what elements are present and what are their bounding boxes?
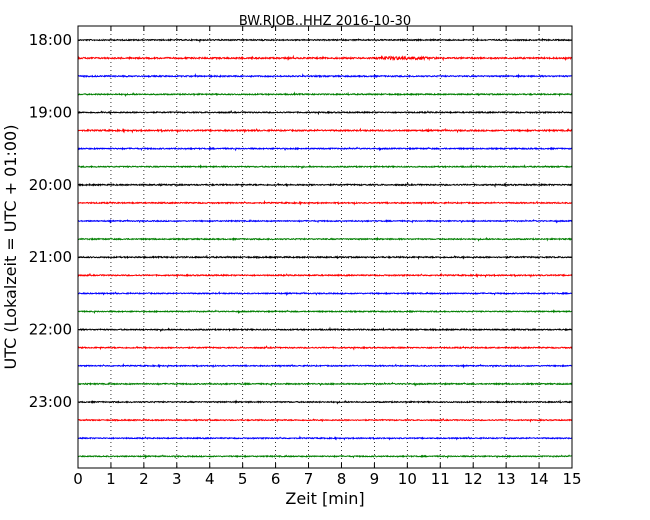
y-tick-label: 19:00 (29, 103, 72, 121)
trace-2315 (77, 417, 573, 423)
x-tick-label: 11 (431, 470, 450, 488)
trace-2045 (77, 236, 573, 242)
x-axis-label: Zeit [min] (285, 489, 364, 508)
trace-2000 (77, 182, 573, 188)
trace-2115 (77, 272, 573, 279)
y-axis-label: UTC (Lokalzeit = UTC + 01:00) (1, 125, 20, 370)
trace-2145 (77, 309, 573, 315)
x-tick-label: 1 (106, 470, 116, 488)
vertical-gridlines (110, 26, 540, 468)
x-tick-label: 12 (464, 470, 483, 488)
x-tick-label: 3 (172, 470, 182, 488)
y-axis-ticks: 18:00 19:00 20:00 21:00 22:00 23:00 (29, 31, 572, 411)
x-tick-label: 5 (238, 470, 248, 488)
trace-2300 (77, 398, 573, 405)
trace-1900 (77, 109, 573, 116)
y-tick-label: 22:00 (29, 321, 72, 339)
x-tick-label: 14 (530, 470, 549, 488)
trace-2015 (77, 199, 573, 206)
x-tick-label: 7 (304, 470, 314, 488)
trace-2345 (77, 454, 573, 460)
trace-2130 (77, 291, 573, 297)
x-tick-label: 4 (205, 470, 215, 488)
trace-2200 (77, 326, 573, 333)
trace-2245 (77, 381, 573, 387)
trace-1830 (77, 73, 573, 79)
y-tick-label: 21:00 (29, 248, 72, 266)
trace-1930 (77, 146, 573, 152)
trace-1845 (77, 91, 573, 97)
trace-2215 (77, 345, 573, 351)
y-tick-label: 20:00 (29, 176, 72, 194)
x-tick-label: 9 (370, 470, 380, 488)
trace-2330 (77, 435, 573, 441)
x-tick-label: 2 (139, 470, 149, 488)
x-tick-label: 15 (562, 470, 581, 488)
trace-2100 (77, 254, 573, 261)
chart-title: BW.RJOB..HHZ 2016-10-30 (239, 14, 411, 29)
x-tick-label: 13 (497, 470, 516, 488)
trace-1915 (77, 127, 573, 134)
y-tick-label: 18:00 (29, 31, 72, 49)
x-tick-label: 0 (73, 470, 83, 488)
trace-2230 (77, 363, 573, 369)
seismic-traces (77, 37, 573, 460)
x-axis-ticks: 0 1 2 3 4 5 6 7 8 9 10 11 12 13 14 15 (73, 26, 582, 488)
trace-1815 (77, 54, 573, 62)
trace-2030 (77, 218, 573, 224)
x-tick-label: 10 (398, 470, 417, 488)
trace-1800 (77, 37, 573, 44)
plot-frame (77, 25, 573, 469)
x-tick-label: 8 (337, 470, 347, 488)
x-tick-label: 6 (271, 470, 281, 488)
y-tick-label: 23:00 (29, 393, 72, 411)
trace-1945 (77, 163, 573, 170)
